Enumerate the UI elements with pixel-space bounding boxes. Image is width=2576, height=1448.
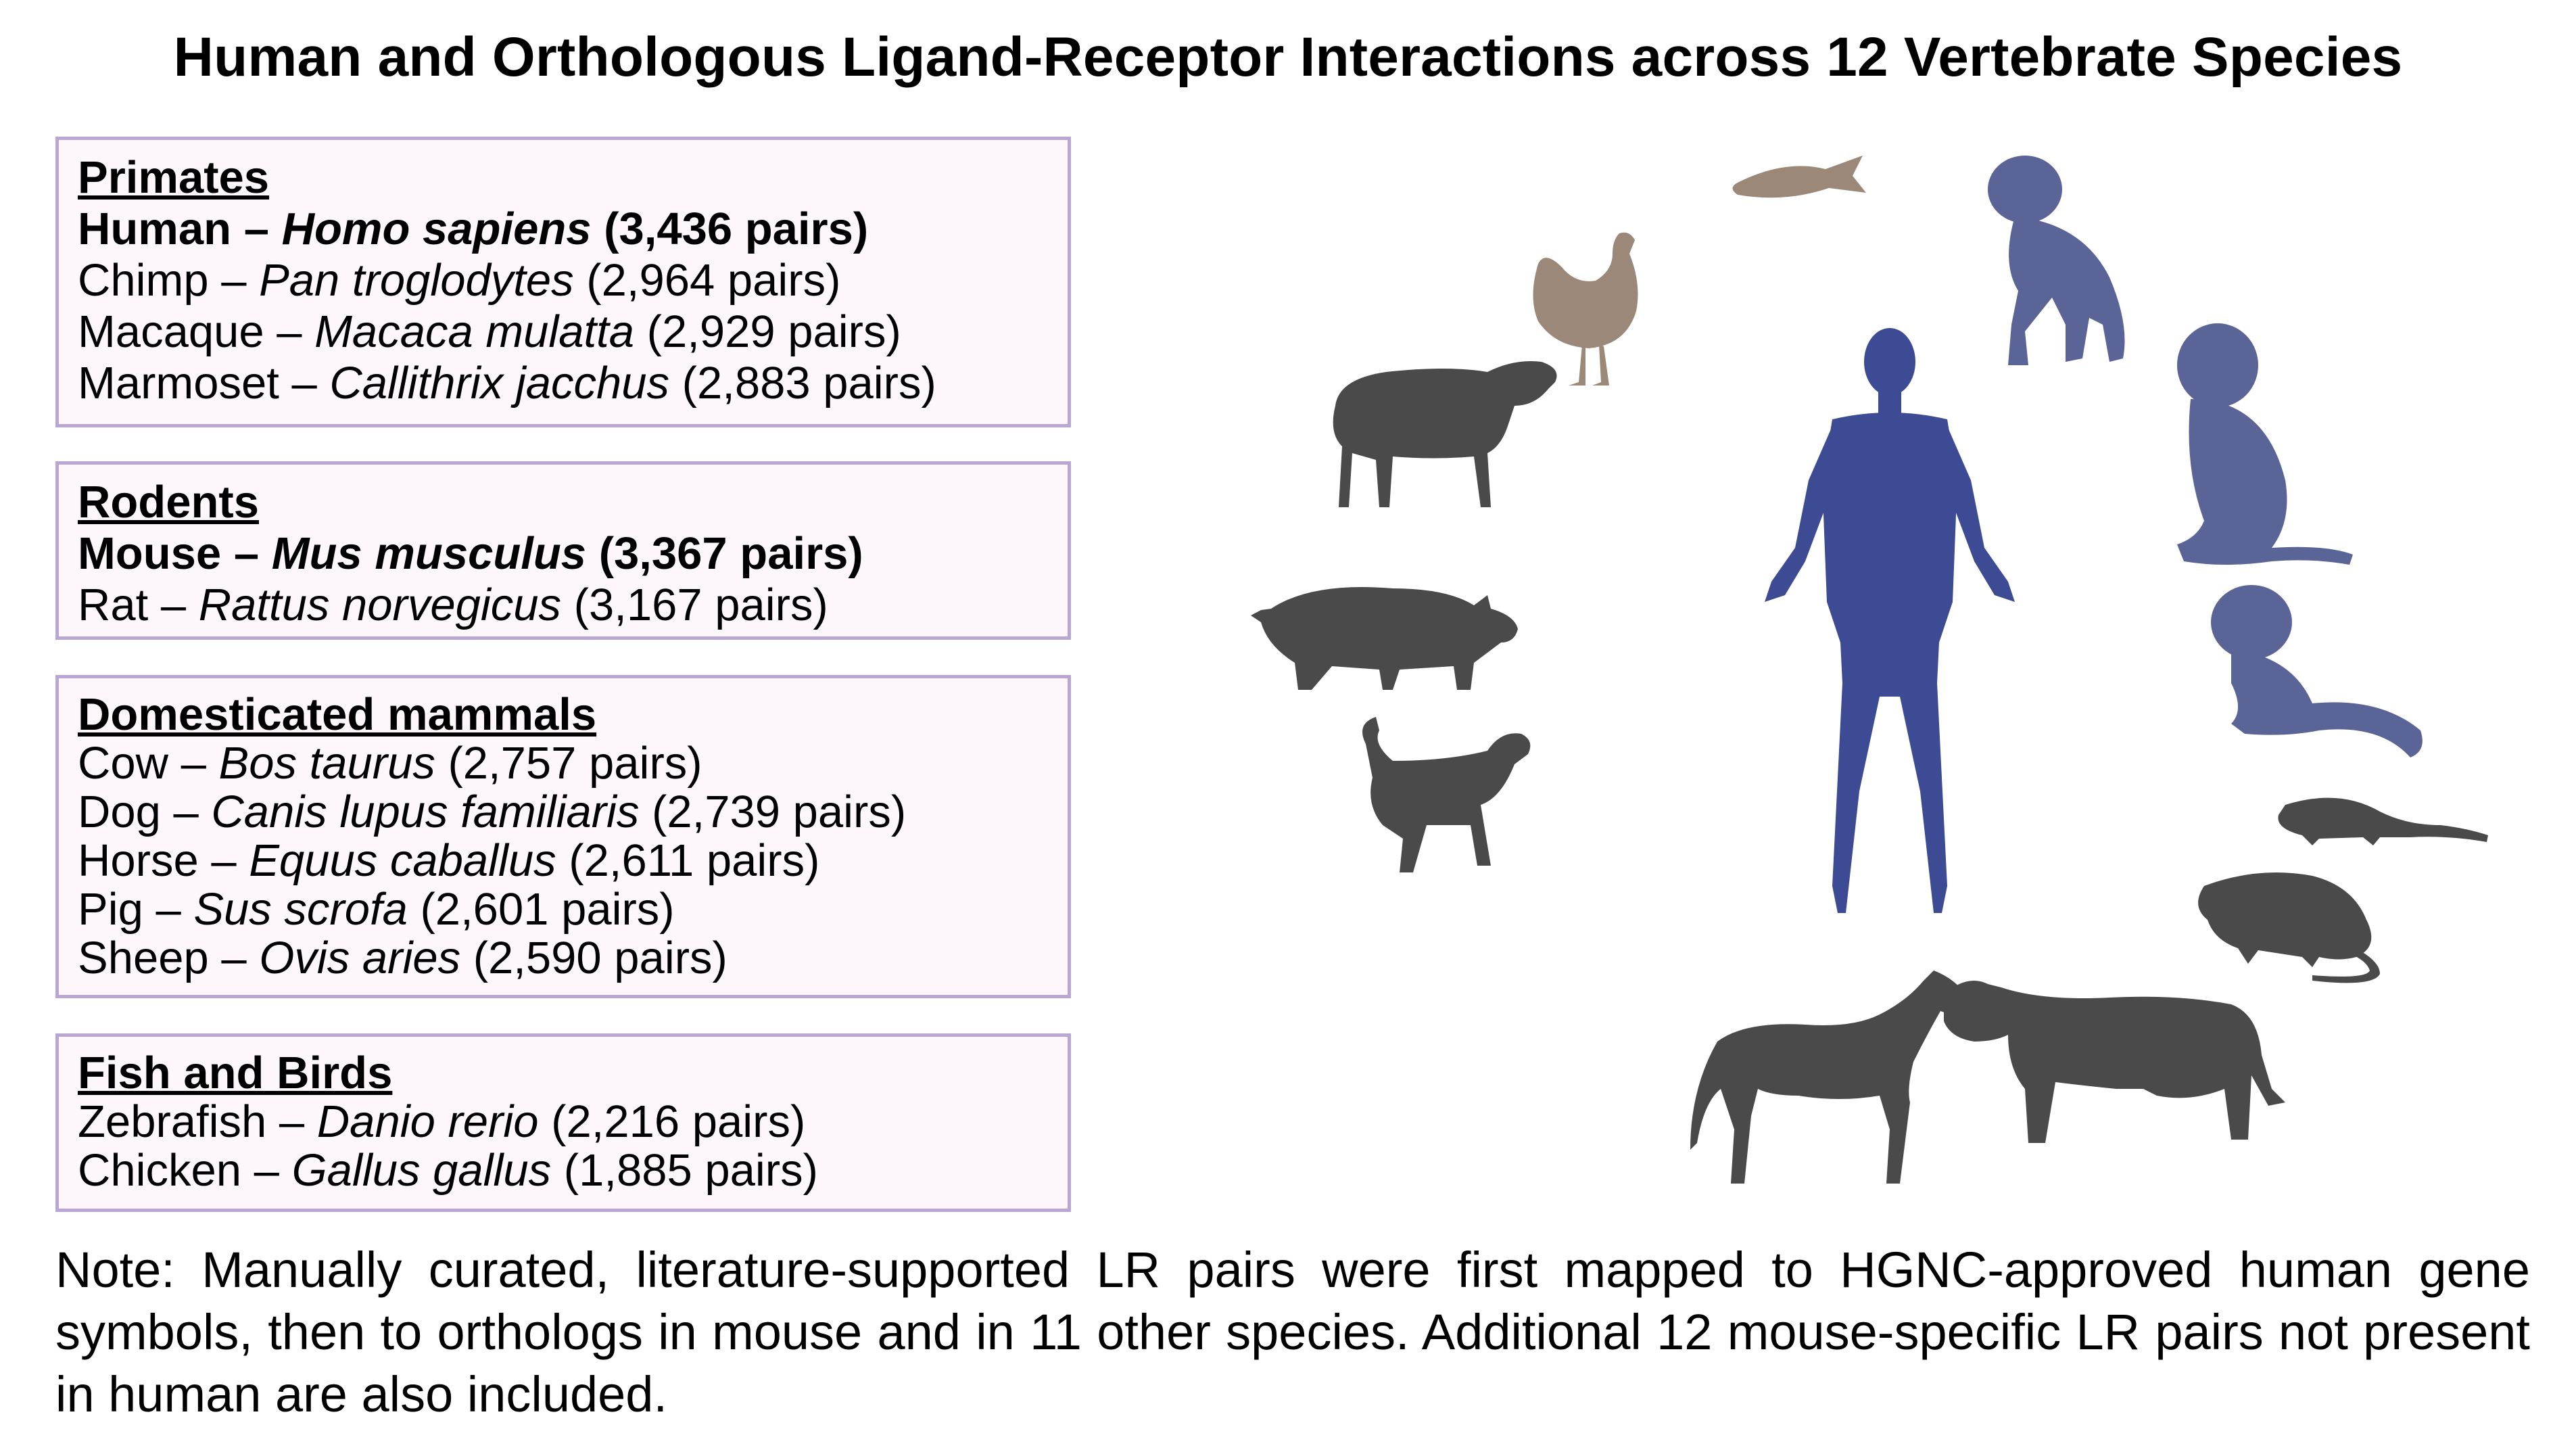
horse-icon	[1690, 971, 1974, 1184]
group-heading: Domesticated mammals	[78, 689, 597, 740]
species-row-macaque: Macaque – Macaca mulatta (2,929 pairs)	[78, 306, 901, 357]
group-heading: Fish and Birds	[78, 1048, 393, 1098]
human-silhouette-icon	[1765, 328, 2015, 913]
group-domesticated-mammals: Domesticated mammals Cow – Bos taurus (2…	[55, 675, 1071, 998]
species-row-sheep: Sheep – Ovis aries (2,590 pairs)	[78, 933, 728, 983]
group-fish-and-birds: Fish and Birds Zebrafish – Danio rerio (…	[55, 1033, 1071, 1212]
species-row-zebrafish: Zebrafish – Danio rerio (2,216 pairs)	[78, 1096, 806, 1147]
species-silhouette-ring	[1251, 156, 2488, 1184]
species-row-cow: Cow – Bos taurus (2,757 pairs)	[78, 738, 702, 789]
mouse-icon	[2278, 797, 2488, 845]
species-row-mouse: Mouse – Mus musculus (3,367 pairs)	[78, 528, 863, 579]
species-row-dog: Dog – Canis lupus familiaris (2,739 pair…	[78, 787, 907, 837]
species-row-human: Human – Homo sapiens (3,436 pairs)	[78, 204, 869, 254]
group-heading: Primates	[78, 152, 270, 203]
species-row-pig: Pig – Sus scrofa (2,601 pairs)	[78, 884, 675, 935]
chimp-icon	[1988, 156, 2125, 365]
chicken-icon	[1533, 232, 1638, 386]
species-row-marmoset: Marmoset – Callithrix jacchus (2,883 pai…	[78, 358, 936, 408]
sheep-icon	[1333, 361, 1557, 507]
macaque-icon	[2177, 323, 2353, 565]
zebrafish-icon	[1732, 156, 1866, 198]
species-row-rat: Rat – Rattus norvegicus (3,167 pairs)	[78, 580, 828, 630]
note-text: Note: Manually curated, literature-suppo…	[55, 1242, 2530, 1422]
species-row-horse: Horse – Equus caballus (2,611 pairs)	[78, 835, 820, 886]
dog-icon	[1362, 717, 1531, 872]
species-row-chicken: Chicken – Gallus gallus (1,885 pairs)	[78, 1145, 818, 1196]
rat-icon	[2198, 872, 2380, 983]
cow-icon	[1944, 981, 2285, 1143]
group-primates: Primates Human – Homo sapiens (3,436 pai…	[55, 137, 1071, 427]
marmoset-icon	[2211, 585, 2423, 757]
species-row-chimp: Chimp – Pan troglodytes (2,964 pairs)	[78, 255, 841, 306]
pig-icon	[1251, 587, 1518, 690]
figure-title: Human and Orthologous Ligand-Receptor In…	[173, 26, 2403, 88]
group-heading: Rodents	[78, 477, 259, 528]
group-rodents: Rodents Mouse – Mus musculus (3,367 pair…	[55, 461, 1071, 640]
